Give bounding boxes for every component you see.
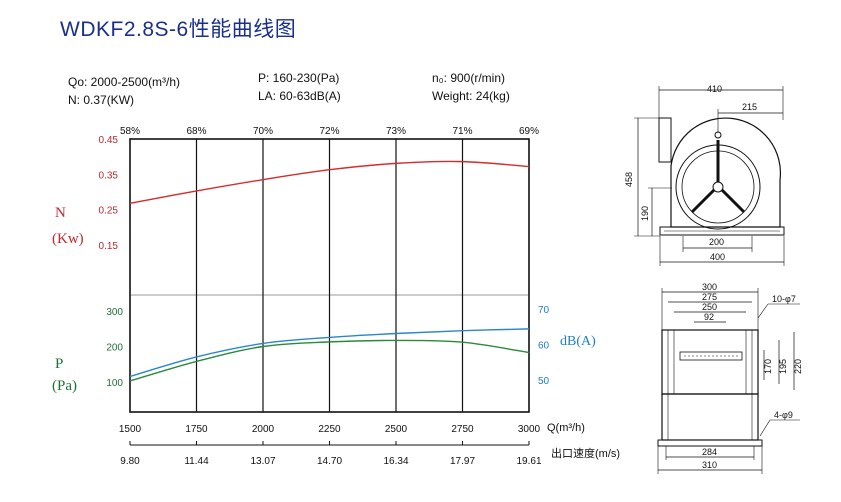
spec-noise: LA: 60-63dB(A) [258,89,341,103]
dim-458: 458 [624,172,634,187]
dim-215: 215 [742,102,757,112]
efficiency-tick-label: 68% [186,126,206,137]
efficiency-ticks: 58% 68% 70% 72% 73% 71% 69% [120,126,539,137]
efficiency-tick-label: 69% [519,126,539,137]
dim-220: 220 [793,359,803,374]
power-axis-label: N [55,205,66,221]
page-title: WDKF2.8S-6性能曲线图 [60,18,296,41]
dim-400: 400 [710,252,725,262]
spec-flow: Qo: 2000-2500(m³/h) [68,75,180,89]
velocity-tick-label: 19.61 [516,456,541,467]
velocity-tick-label: 17.97 [450,456,475,467]
power-tick-label: 0.45 [99,135,119,146]
flow-ticks: 1500 1750 2000 2250 2500 2750 3000 [119,424,541,435]
dim-250: 250 [702,302,717,312]
dim-190: 190 [640,206,650,221]
dim-410: 410 [707,84,722,94]
power-tick-label: 0.35 [99,170,119,181]
efficiency-tick-label: 58% [120,126,140,137]
velocity-axis-label: 出口速度(m/s) [551,446,620,460]
spec-pressure: P: 160-230(Pa) [258,71,339,85]
pressure-tick-label: 200 [106,343,123,354]
power-ticks: 0.45 0.35 0.25 0.15 [99,135,119,252]
vertical-grid [195,139,464,412]
spec-speed: n₀: 900(r/min) [432,71,505,85]
dim-300: 300 [702,282,717,292]
noise-axis-label: dB(A) [560,334,596,349]
noise-tick-label: 60 [538,341,550,352]
power-axis-unit: (Kw) [52,231,84,247]
series-line-n [129,160,530,204]
velocity-tick-label: 11.44 [184,456,209,467]
velocity-tick-label: 9.80 [120,456,140,467]
series-line-p [129,339,530,382]
noise-tick-label: 70 [538,305,550,316]
flow-tick-label: 3000 [518,424,541,435]
velocity-tick-label: 13.07 [250,456,275,467]
dim-170: 170 [763,359,773,374]
dim-hole-top: 10-φ7 [772,294,796,304]
flow-tick-label: 1500 [119,424,142,435]
spec-weight: Weight: 24(kg) [432,89,510,103]
efficiency-tick-label: 73% [386,126,406,137]
flow-axis-label: Q(m³/h) [547,422,585,434]
dim-200: 200 [709,237,724,247]
pressure-tick-label: 300 [106,307,123,318]
flow-tick-label: 2250 [318,424,341,435]
front-view-drawing [634,86,785,266]
dim-195: 195 [778,359,788,374]
dim-275: 275 [702,292,717,302]
dim-310: 310 [702,460,717,470]
velocity-tick-label: 14.70 [317,456,342,467]
pressure-tick-label: 100 [106,378,123,389]
flow-tick-label: 1750 [185,424,208,435]
flow-tick-label: 2750 [451,424,474,435]
flow-tick-label: 2000 [252,424,275,435]
pressure-ticks: 300 200 100 [106,307,123,389]
efficiency-tick-label: 71% [452,126,472,137]
pressure-axis-label: P [55,356,63,372]
dim-hole-bottom: 4-φ9 [774,410,793,420]
power-tick-label: 0.15 [99,241,119,252]
side-view-drawing [657,288,800,474]
dim-284: 284 [702,447,717,457]
pressure-axis-unit: (Pa) [52,378,77,394]
efficiency-tick-label: 72% [319,126,339,137]
flow-tick-label: 2500 [385,424,408,435]
performance-chart: 58% 68% 70% 72% 73% 71% 69% 0.45 0.35 0.25 0.15 3… [52,126,620,467]
series-lines [129,160,530,382]
noise-ticks: 70 60 50 [538,305,550,387]
efficiency-tick-label: 70% [253,126,273,137]
velocity-ticks: 9.80 11.44 13.07 14.70 16.34 17.97 19.61 [120,441,542,467]
series-line-db [129,328,530,378]
power-tick-label: 0.25 [99,206,119,217]
spec-power: N: 0.37(KW) [68,93,134,107]
dim-92: 92 [704,312,714,322]
noise-tick-label: 50 [538,376,550,387]
velocity-tick-label: 16.34 [383,456,408,467]
